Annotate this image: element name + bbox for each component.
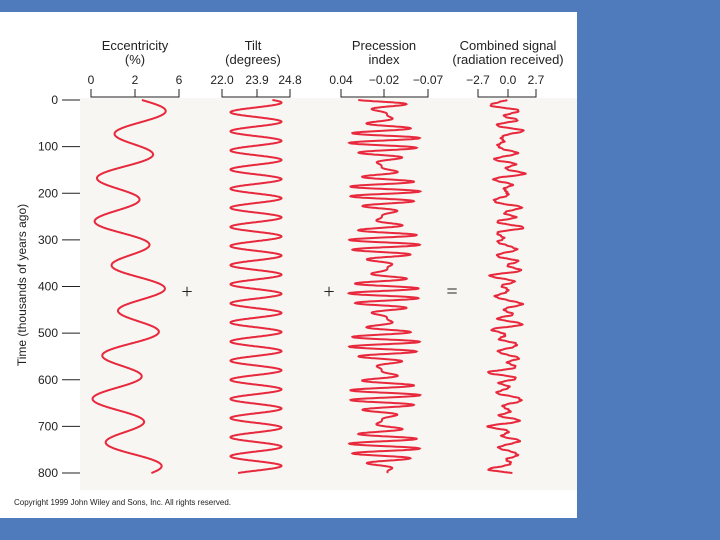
orbital-cycles-chart: Time (thousands of years ago) 0 100 200 300…	[15, 38, 577, 490]
y-axis-ticks: 0 100 200 300 400 500 600 700 800	[38, 93, 80, 480]
x-bracket-precession	[340, 89, 429, 98]
curve-precession	[346, 99, 423, 474]
y-tick-label-200: 200	[38, 186, 58, 200]
x-tick-tilt-2: 24.8	[278, 73, 302, 87]
panel-subtitle-tilt: (degrees)	[225, 52, 281, 67]
panel-subtitle-combined: (radiation received)	[452, 52, 563, 67]
top-frame-bar	[0, 0, 720, 12]
x-tick-tilt-0: 22.0	[210, 73, 234, 87]
panel-title-tilt: Tilt	[245, 38, 262, 53]
panel-subtitle-precession: index	[368, 52, 400, 67]
x-tick-precession-2: −0.07	[413, 73, 444, 87]
panel-eccentricity-header: Eccentricity (%) 0 2 6	[88, 38, 183, 98]
curve-tilt	[229, 99, 283, 474]
y-tick-label-600: 600	[38, 373, 58, 387]
plus-operator-1: +	[181, 281, 192, 303]
x-tick-eccentricity-2: 6	[176, 73, 183, 87]
x-tick-precession-1: −0.02	[369, 73, 400, 87]
panel-precession-header: Precession index 0.04 −0.02 −0.07	[329, 38, 444, 98]
panel-combined-header: Combined signal (radiation received) −2.…	[452, 38, 564, 98]
panel-title-combined: Combined signal	[460, 38, 557, 53]
x-tick-tilt-1: 23.9	[245, 73, 269, 87]
x-tick-combined-1: 0.0	[500, 73, 517, 87]
panel-subtitle-eccentricity: (%)	[125, 52, 145, 67]
x-bracket-combined	[477, 89, 537, 98]
bottom-frame-bar	[0, 518, 720, 540]
x-tick-eccentricity-1: 2	[132, 73, 139, 87]
equals-operator: =	[446, 281, 457, 303]
curve-combined	[486, 99, 527, 474]
x-tick-combined-2: 2.7	[528, 73, 545, 87]
x-tick-combined-0: −2.7	[466, 73, 490, 87]
y-tick-label-300: 300	[38, 233, 58, 247]
y-tick-label-800: 800	[38, 466, 58, 480]
panel-tilt-header: Tilt (degrees) 22.0 23.9 24.8	[210, 38, 302, 98]
plus-operator-2: +	[323, 281, 334, 303]
y-tick-label-100: 100	[38, 140, 58, 154]
copyright-notice: Copyright 1999 John Wiley and Sons, Inc.…	[14, 498, 231, 507]
x-bracket-eccentricity	[90, 89, 180, 98]
y-tick-label-700: 700	[38, 419, 58, 433]
series-curves	[91, 99, 527, 474]
x-tick-precession-0: 0.04	[329, 73, 353, 87]
side-frame-panel	[577, 0, 720, 540]
y-tick-label-0: 0	[51, 93, 58, 107]
x-tick-eccentricity-0: 0	[88, 73, 95, 87]
panel-title-eccentricity: Eccentricity	[102, 38, 169, 53]
y-axis-label: Time (thousands of years ago)	[15, 204, 29, 366]
y-tick-label-400: 400	[38, 280, 58, 294]
curve-eccentricity	[91, 99, 167, 474]
panel-title-precession: Precession	[352, 38, 416, 53]
x-bracket-tilt	[221, 89, 291, 98]
y-tick-label-500: 500	[38, 326, 58, 340]
